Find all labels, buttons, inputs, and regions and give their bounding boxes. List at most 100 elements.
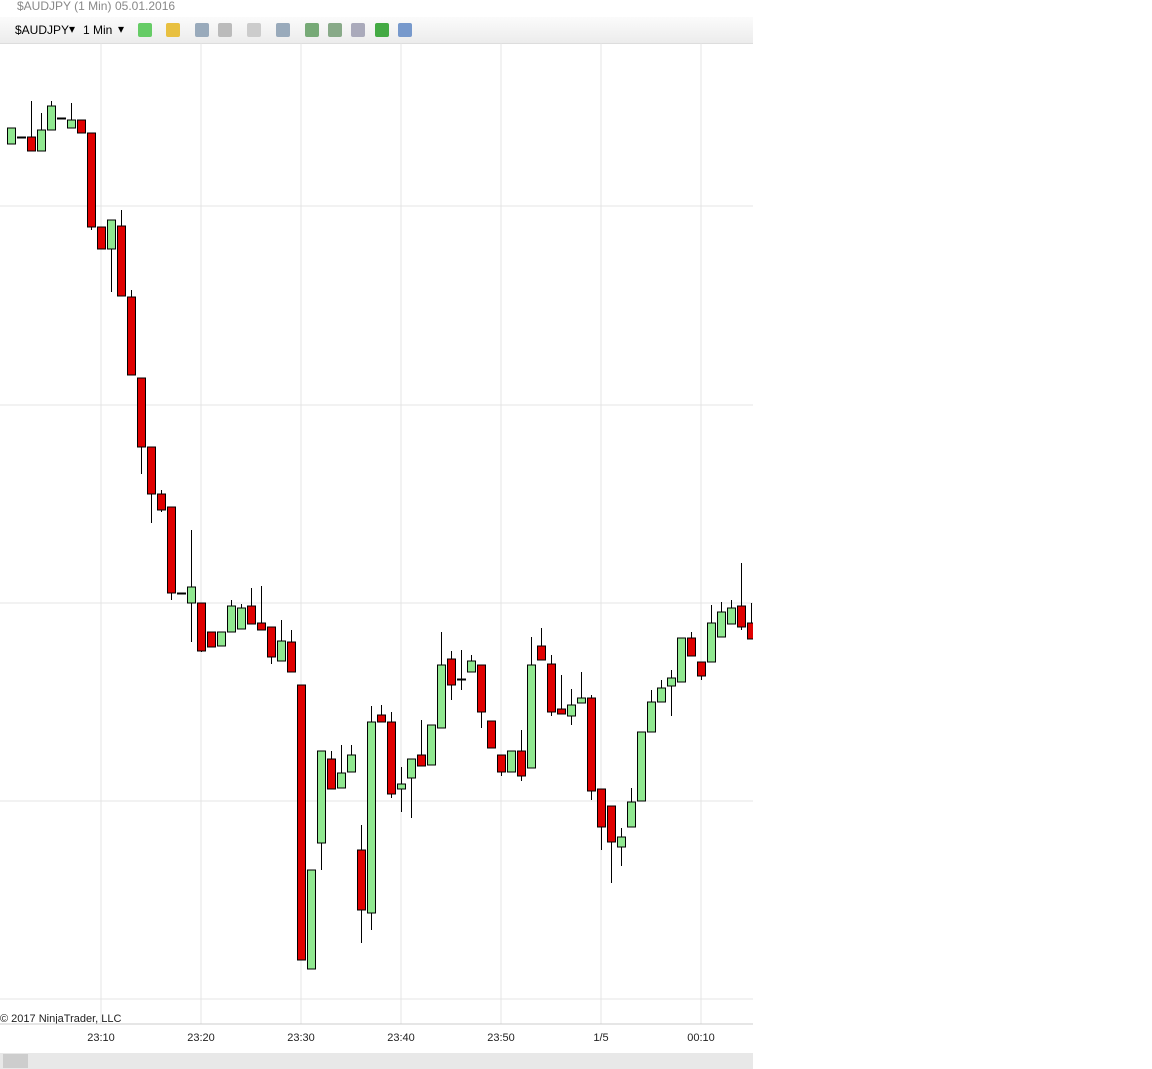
dropdown-arrow[interactable]: ▾ [69, 22, 76, 36]
candle-body [617, 836, 626, 848]
candle-body [587, 697, 596, 792]
x-tick-label: 23:10 [87, 1032, 115, 1044]
strategy-button[interactable] [328, 23, 342, 37]
orders-button[interactable] [305, 23, 319, 37]
candle-body [47, 105, 56, 131]
candle-body [37, 129, 46, 152]
chart: © 2017 NinjaTrader, LLC 23:10 23:20 23:30 2… [0, 43, 753, 1044]
candle-body [397, 783, 406, 790]
candle-body [407, 758, 416, 779]
candle-body [287, 641, 296, 673]
candle-body [147, 446, 156, 495]
candle-body [667, 677, 676, 687]
candle-body [187, 586, 196, 604]
candle-body [77, 119, 86, 134]
candle-body [307, 869, 316, 970]
candle-body [217, 631, 226, 647]
drawing-tool-button[interactable] [166, 23, 180, 37]
candle-body [357, 849, 366, 911]
candle-body [677, 637, 686, 683]
toolbar: $AUDJPY ▾ 1 Min ▾ [0, 17, 753, 44]
x-tick-label: 00:10 [687, 1032, 715, 1044]
candle-body [387, 721, 396, 795]
candle-body [297, 684, 306, 961]
candle-body [117, 225, 126, 297]
candle-body [347, 754, 356, 773]
candle-body [7, 127, 16, 145]
candle-body [67, 119, 76, 129]
candle-body [707, 622, 716, 663]
candle-body [507, 750, 516, 773]
candle-body [107, 219, 116, 250]
candle-body [717, 611, 726, 638]
candle-body [567, 704, 576, 717]
candle-body [547, 663, 556, 713]
candle-body [267, 626, 276, 658]
candle-body [477, 664, 486, 713]
x-tick-label: 23:30 [287, 1032, 315, 1044]
window-date: 05.01.2016 [115, 0, 176, 13]
candle-body [467, 660, 476, 673]
candle-body [157, 493, 166, 511]
candle-body [317, 750, 326, 844]
candle-body [637, 731, 646, 802]
zoom-in-button[interactable] [195, 23, 209, 37]
x-tick-label: 1/5 [593, 1032, 608, 1044]
candle-body [427, 724, 436, 766]
candle-body [367, 721, 376, 914]
zoom-out-button[interactable] [218, 23, 232, 37]
candle-body [697, 661, 706, 677]
candle-body [97, 226, 106, 250]
candle-body [657, 687, 666, 703]
candle-body [457, 678, 466, 681]
candle-body [27, 136, 36, 152]
properties-button[interactable] [398, 23, 412, 37]
candle-body [127, 296, 136, 376]
candle-body [747, 622, 753, 640]
money-button[interactable] [375, 23, 389, 37]
indicator-button[interactable] [351, 23, 365, 37]
candle-body [497, 754, 506, 773]
candle-body [537, 645, 546, 661]
pointer-button[interactable] [247, 23, 261, 37]
candle-body [687, 637, 696, 657]
candle-body [87, 132, 96, 228]
candle-body [337, 772, 346, 789]
instrument-selector[interactable]: $AUDJPY [15, 23, 70, 37]
candle-body [257, 622, 266, 631]
x-tick-label: 23:40 [387, 1032, 415, 1044]
candle-body [17, 136, 26, 139]
copyright: © 2017 NinjaTrader, LLC [0, 1013, 121, 1025]
candle-body [167, 506, 176, 594]
candle-body [607, 805, 616, 843]
search-button[interactable] [276, 23, 290, 37]
candle-body [207, 631, 216, 648]
candle-body [57, 117, 66, 120]
candle-body [647, 701, 656, 733]
candle-body [737, 605, 746, 628]
candle-body [177, 592, 186, 595]
candle-body [447, 658, 456, 686]
candle-body [557, 708, 566, 715]
window-title: $AUDJPY (1 Min) [17, 0, 112, 13]
candle-body [417, 754, 426, 767]
candle-body [377, 714, 386, 723]
candle-body [277, 640, 286, 662]
candle-body [227, 605, 236, 633]
candle-body [437, 664, 446, 729]
candle-body [727, 607, 736, 625]
candle-body [577, 697, 586, 704]
chart-style-button[interactable] [138, 23, 152, 37]
candle-body [527, 664, 536, 769]
scrollbar[interactable] [0, 1053, 753, 1069]
candle-body [247, 605, 256, 625]
x-tick-label: 23:20 [187, 1032, 215, 1044]
dropdown-arrow[interactable]: ▾ [118, 22, 125, 36]
interval-selector[interactable]: 1 Min [83, 23, 113, 37]
candle-body [597, 788, 606, 828]
scroll-thumb[interactable] [3, 1054, 28, 1068]
candle-body [487, 720, 496, 749]
candle-body [197, 602, 206, 652]
candle-body [237, 607, 246, 630]
